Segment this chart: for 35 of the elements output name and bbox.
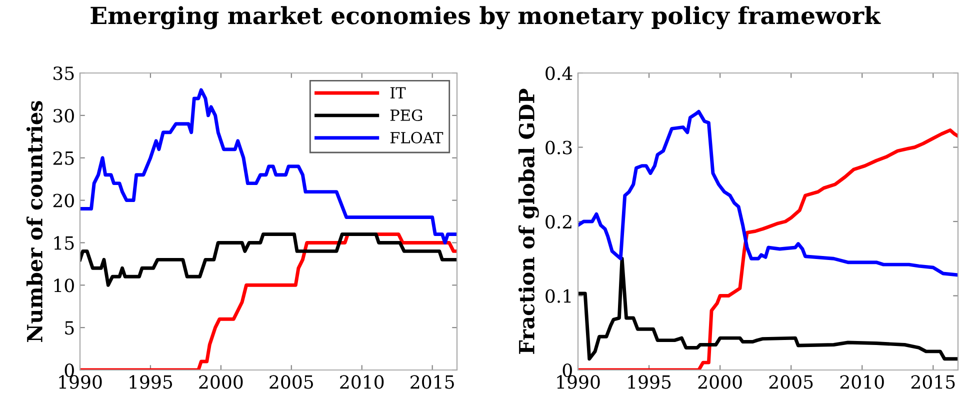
- x-tick-label: 2015: [911, 375, 955, 389]
- line-series: [578, 110, 958, 277]
- x-tick-label: 2000: [199, 375, 243, 389]
- x-tick-label: 2015: [410, 375, 454, 389]
- x-tick-label: 1995: [130, 375, 172, 389]
- chart-title: Emerging market economies by monetary policy framework: [90, 6, 881, 30]
- line-series: [80, 232, 457, 287]
- y-tick-label: 5: [65, 321, 74, 335]
- y-tick-label: 0.1: [546, 289, 571, 303]
- x-tick-label: 2000: [698, 375, 742, 389]
- y-tick-label: 0: [562, 363, 572, 378]
- x-tick-label: 1995: [628, 375, 671, 389]
- y-tick-label: 0.4: [546, 66, 572, 80]
- legend-label: FLOAT: [390, 132, 444, 144]
- y-tick-label: 0.3: [546, 140, 572, 154]
- line-series: [578, 256, 958, 361]
- x-tick-label: 2010: [840, 375, 884, 389]
- y-tick-label: 30: [54, 108, 74, 123]
- x-tick-label: 2010: [340, 375, 384, 389]
- x-tick-label: 2005: [270, 375, 313, 389]
- y-tick-label: 15: [54, 236, 74, 250]
- y-axis-title: Number of countries: [26, 100, 43, 342]
- line-series: [80, 88, 457, 244]
- y-tick-label: 20: [53, 194, 74, 208]
- y-tick-label: 0.2: [546, 214, 572, 229]
- x-tick-label: 1990: [557, 375, 600, 389]
- legend-label: IT: [390, 87, 406, 98]
- y-axis-title: Fraction of global GDP: [518, 88, 539, 354]
- y-tick-label: 0: [64, 363, 74, 378]
- legend-label: PEG: [390, 109, 422, 121]
- y-tick-label: 25: [53, 151, 74, 165]
- y-tick-label: 35: [54, 66, 74, 80]
- y-tick-label: 10: [54, 278, 74, 292]
- x-tick-label: 1990: [59, 375, 102, 389]
- x-tick-label: 2005: [769, 375, 813, 389]
